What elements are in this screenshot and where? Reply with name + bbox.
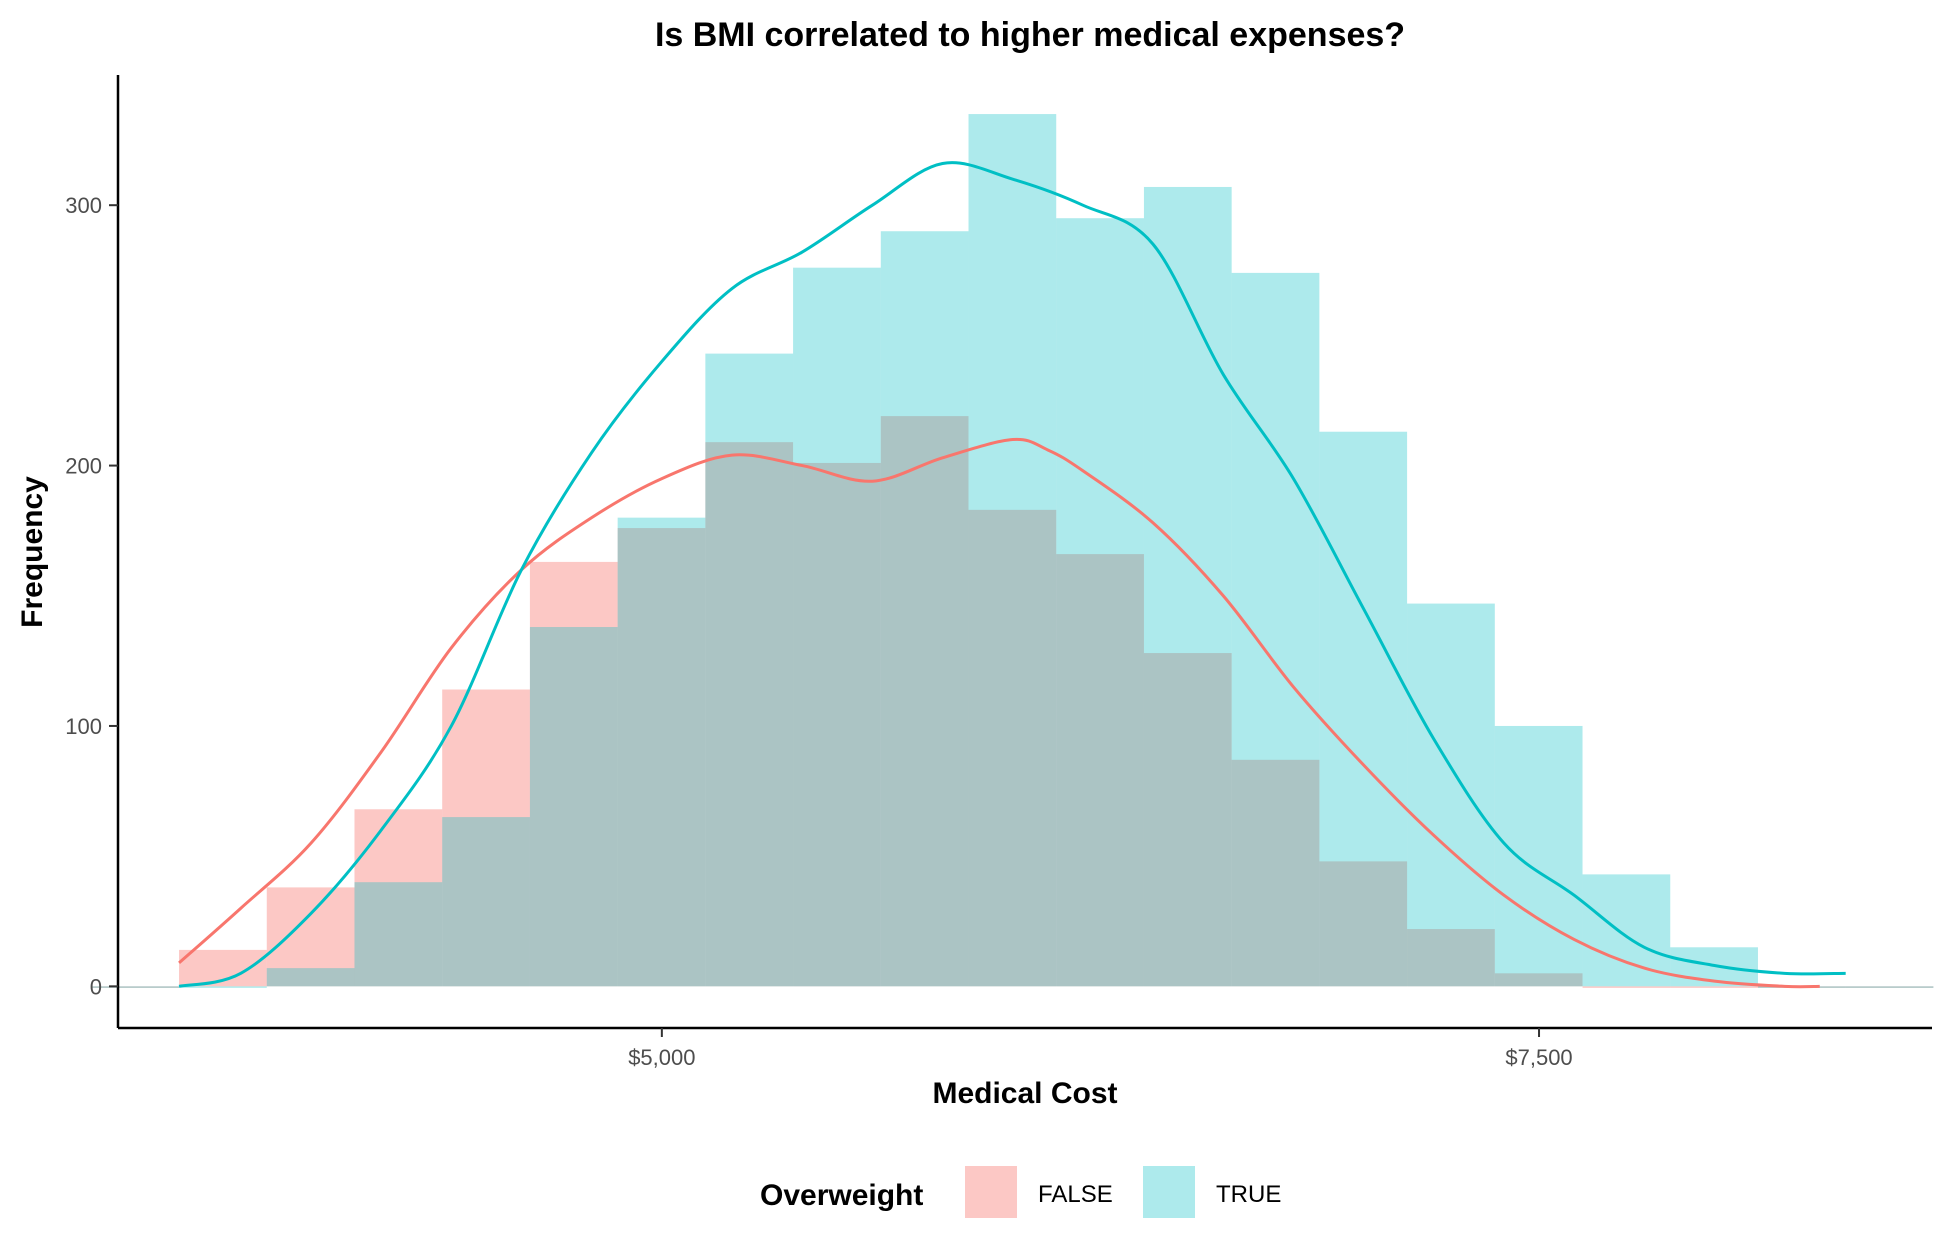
- bar-false-11: [1056, 554, 1144, 987]
- legend-key-true: [1143, 1166, 1195, 1218]
- bar-true-15: [1407, 603, 1495, 987]
- bar-false-17: [1582, 986, 1671, 988]
- legend-title: Overweight: [760, 1179, 923, 1212]
- bar-false-4: [442, 689, 530, 987]
- x-tick-label-7500: $7,500: [1505, 1045, 1572, 1070]
- bar-false-13: [1231, 759, 1320, 987]
- bar-true-9: [880, 231, 969, 987]
- bar-true-17: [1582, 874, 1671, 987]
- x-axis-title: Medical Cost: [932, 1077, 1117, 1110]
- y-axis-title: Frequency: [16, 476, 49, 628]
- bar-false-10: [968, 509, 1057, 987]
- bar-true-0: [91, 986, 180, 988]
- bar-true-7: [705, 353, 794, 987]
- y-tick-label-200: 200: [65, 454, 102, 479]
- bar-true-14: [1319, 431, 1408, 987]
- bar-false-20: [1845, 986, 1934, 988]
- axes-layer: 0 100 200 300 $5,000 $7,500: [65, 75, 1932, 1070]
- legend: Overweight FALSE TRUE: [760, 1166, 1281, 1218]
- y-tick-label-300: 300: [65, 193, 102, 218]
- bar-false-15: [1407, 929, 1495, 987]
- bar-false-12: [1143, 653, 1232, 987]
- y-tick-label-100: 100: [65, 714, 102, 739]
- bar-true-3: [354, 882, 443, 987]
- bar-true-8: [793, 267, 881, 987]
- legend-key-false: [965, 1166, 1017, 1218]
- bar-series-true: [91, 114, 1934, 988]
- density-layer: [178, 161, 1846, 989]
- legend-label-false: FALSE: [1038, 1181, 1113, 1208]
- density-line-false: [178, 437, 1820, 989]
- bar-false-3: [354, 809, 443, 987]
- bar-true-2: [266, 968, 355, 987]
- bar-false-8: [793, 462, 881, 987]
- bar-true-16: [1494, 725, 1583, 987]
- bar-true-4: [442, 817, 530, 987]
- bars-layer: [91, 114, 1934, 988]
- bar-false-18: [1670, 986, 1758, 988]
- legend-label-true: TRUE: [1216, 1181, 1281, 1208]
- bar-false-16: [1494, 973, 1583, 987]
- bar-true-20: [1845, 986, 1934, 988]
- bar-true-1: [179, 986, 267, 988]
- bar-true-6: [617, 517, 706, 987]
- chart-title: Is BMI correlated to higher medical expe…: [655, 16, 1405, 54]
- bar-true-5: [529, 627, 618, 987]
- y-tick-label-0: 0: [90, 974, 102, 999]
- bar-true-13: [1231, 272, 1320, 987]
- x-tick-label-5000: $5,000: [628, 1045, 695, 1070]
- bar-true-10: [968, 114, 1057, 987]
- bar-false-6: [617, 528, 706, 987]
- bar-false-7: [705, 442, 794, 987]
- bar-false-2: [266, 887, 355, 987]
- bar-series-false: [91, 416, 1934, 988]
- bar-true-11: [1056, 218, 1144, 987]
- bar-false-0: [91, 986, 180, 988]
- bar-false-5: [529, 561, 618, 987]
- bar-false-14: [1319, 861, 1408, 987]
- bar-false-9: [880, 416, 969, 987]
- density-line-true: [178, 161, 1846, 988]
